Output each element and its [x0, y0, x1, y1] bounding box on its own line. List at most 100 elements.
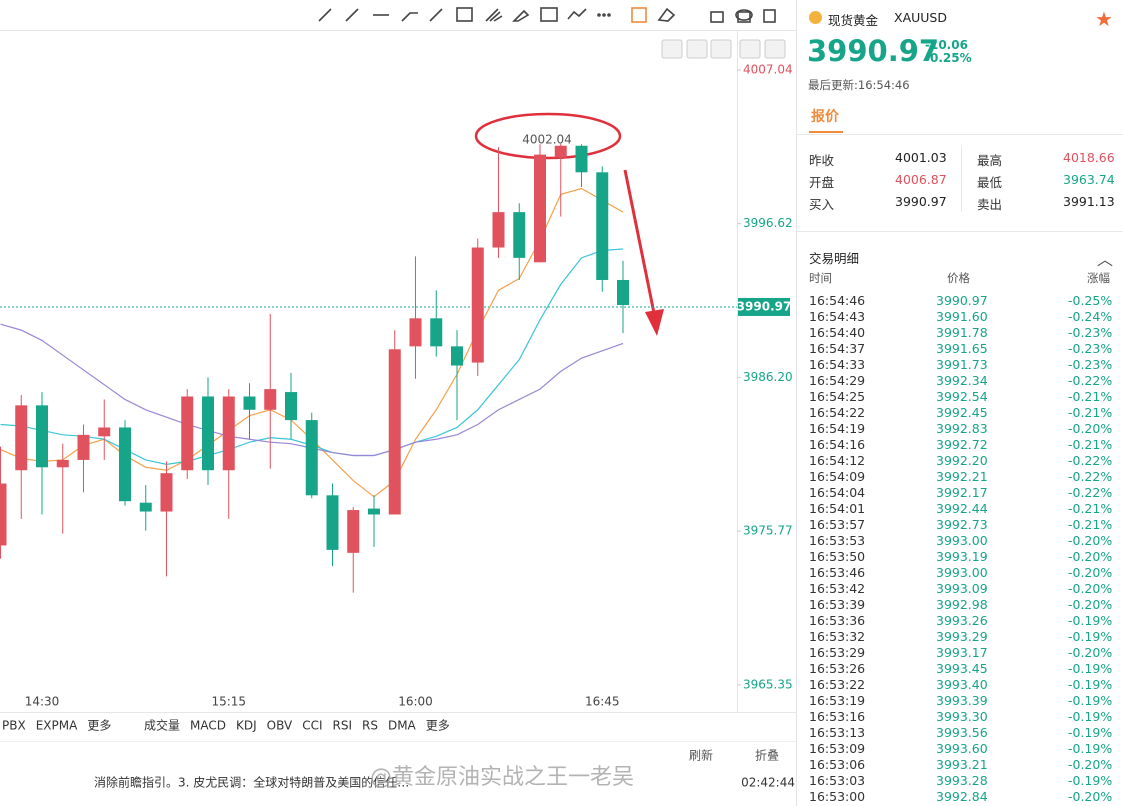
trade-change: -0.19% [1068, 677, 1113, 692]
trade-time: 16:54:19 [809, 421, 866, 436]
stat-value: 3963.74 [1063, 172, 1115, 187]
tab[interactable]: 报价 [811, 109, 839, 125]
updated: 最后更新:16:54:46 [808, 78, 910, 92]
trade-time: 16:53:03 [809, 773, 866, 788]
trade-change: -0.20% [1068, 597, 1113, 612]
trade-price: 3992.54 [936, 389, 988, 404]
drawing-toolbar[interactable] [318, 7, 776, 23]
candle-body [98, 427, 111, 437]
candle-body [0, 483, 7, 546]
trade-time: 16:53:06 [809, 757, 866, 772]
stat-value: 4018.66 [1063, 150, 1115, 165]
favorite-star[interactable]: ★ [1095, 7, 1113, 31]
indicator-button[interactable]: CCI [302, 719, 322, 733]
trade-change: -0.20% [1068, 581, 1113, 596]
y-tick-label: 3996.62 [743, 216, 793, 230]
last-price-box [738, 297, 790, 316]
trade-change: -0.19% [1068, 661, 1113, 676]
trade-change: -0.21% [1068, 405, 1113, 420]
trade-time: 16:54:16 [809, 437, 866, 452]
news-ticker: 消除前瞻指引。3. 皮尤民调：全球对特朗普及美国的信任… [94, 775, 409, 790]
indicator-button[interactable]: RS [362, 719, 378, 733]
trade-change: -0.25% [1068, 293, 1113, 308]
trade-price: 3992.84 [936, 789, 988, 804]
trade-price: 3991.65 [936, 341, 988, 356]
stat-value: 4001.03 [895, 150, 947, 165]
price: 3990.97 [807, 34, 940, 68]
high-annotation: 4002.04 [522, 133, 572, 147]
fold-button[interactable]: 折叠 [755, 748, 779, 763]
indicator-button[interactable]: RSI [332, 719, 352, 733]
candle-body [15, 405, 28, 471]
trade-time: 16:53:50 [809, 549, 866, 564]
indicator-button[interactable]: EXPMA [36, 719, 78, 733]
indicator-button[interactable]: DMA [388, 719, 417, 733]
highlight-ellipse [474, 112, 622, 160]
trade-price: 3992.34 [936, 373, 988, 388]
indicator-button[interactable]: KDJ [236, 719, 257, 733]
trade-time: 16:54:25 [809, 389, 866, 404]
x-tick-label: 14:30 [25, 695, 60, 709]
trade-price: 3990.97 [936, 293, 988, 308]
col-header: 涨幅 [1087, 271, 1110, 285]
symbol: XAUUSD [894, 10, 947, 25]
trade-price: 3993.30 [936, 709, 988, 724]
arrow-head [645, 309, 664, 336]
indicator-button[interactable]: 成交量 [144, 718, 180, 733]
trade-price: 3993.39 [936, 693, 988, 708]
indicator-button[interactable]: 更多 [426, 719, 450, 733]
trade-change: -0.21% [1068, 501, 1113, 516]
last-price-label: 3990.97 [737, 299, 792, 313]
stat-label: 最高 [977, 153, 1003, 168]
trade-change: -0.22% [1068, 485, 1113, 500]
stat-value: 3990.97 [895, 194, 947, 209]
stat-label: 买入 [809, 197, 835, 212]
trade-time: 16:54:40 [809, 325, 866, 340]
trade-time: 16:54:22 [809, 405, 866, 420]
trade-price: 3993.26 [936, 613, 988, 628]
divider [961, 146, 962, 212]
trade-price: 3993.56 [936, 725, 988, 740]
x-tick-label: 16:00 [398, 695, 433, 709]
indicator-button[interactable]: 更多 [87, 719, 111, 733]
candle-body [139, 502, 152, 512]
trade-time: 16:54:04 [809, 485, 866, 500]
y-tick-label: 4007.04 [743, 62, 793, 76]
candle-body [409, 318, 422, 347]
trade-price: 3992.20 [936, 453, 988, 468]
trade-change: -0.19% [1068, 693, 1113, 708]
trade-change: -0.20% [1068, 789, 1113, 804]
trade-price: 3993.29 [936, 629, 988, 644]
trades-title: 交易明细 [809, 251, 860, 266]
indicator-button[interactable]: PBX [2, 719, 26, 733]
chart: 4002.04 刷新 折叠 消除前瞻指引。3. 皮尤民调：全球对特朗普及美国的信… [0, 7, 796, 790]
candle-body [264, 389, 277, 410]
candle-body [77, 434, 90, 460]
tab-underline [809, 131, 843, 133]
stat-label: 开盘 [809, 175, 835, 190]
trade-price: 3992.98 [936, 597, 988, 612]
y-tick-label: 3975.77 [743, 524, 793, 538]
trade-change: -0.19% [1068, 773, 1113, 788]
candle-body [243, 396, 256, 410]
trade-change: -0.20% [1068, 565, 1113, 580]
candle-body [36, 405, 48, 468]
chart-buttons[interactable] [661, 39, 786, 59]
trade-price: 3991.73 [936, 357, 988, 372]
candle-body [326, 495, 339, 550]
trade-time: 16:54:46 [809, 293, 866, 308]
candle-body [596, 172, 609, 280]
collapse-icon[interactable]: ︿ [1097, 250, 1114, 269]
trade-change: -0.22% [1068, 373, 1113, 388]
trade-change: -0.20% [1068, 645, 1113, 660]
trade-price: 3992.73 [936, 517, 988, 532]
candle-body [471, 247, 484, 363]
candle-body [222, 396, 235, 471]
indicator-button[interactable]: MACD [190, 719, 226, 733]
trade-time: 16:53:22 [809, 677, 866, 692]
trade-time: 16:53:16 [809, 709, 866, 724]
trade-change: -0.20% [1068, 421, 1113, 436]
refresh-button[interactable]: 刷新 [689, 748, 713, 763]
indicator-button[interactable]: OBV [267, 719, 293, 733]
